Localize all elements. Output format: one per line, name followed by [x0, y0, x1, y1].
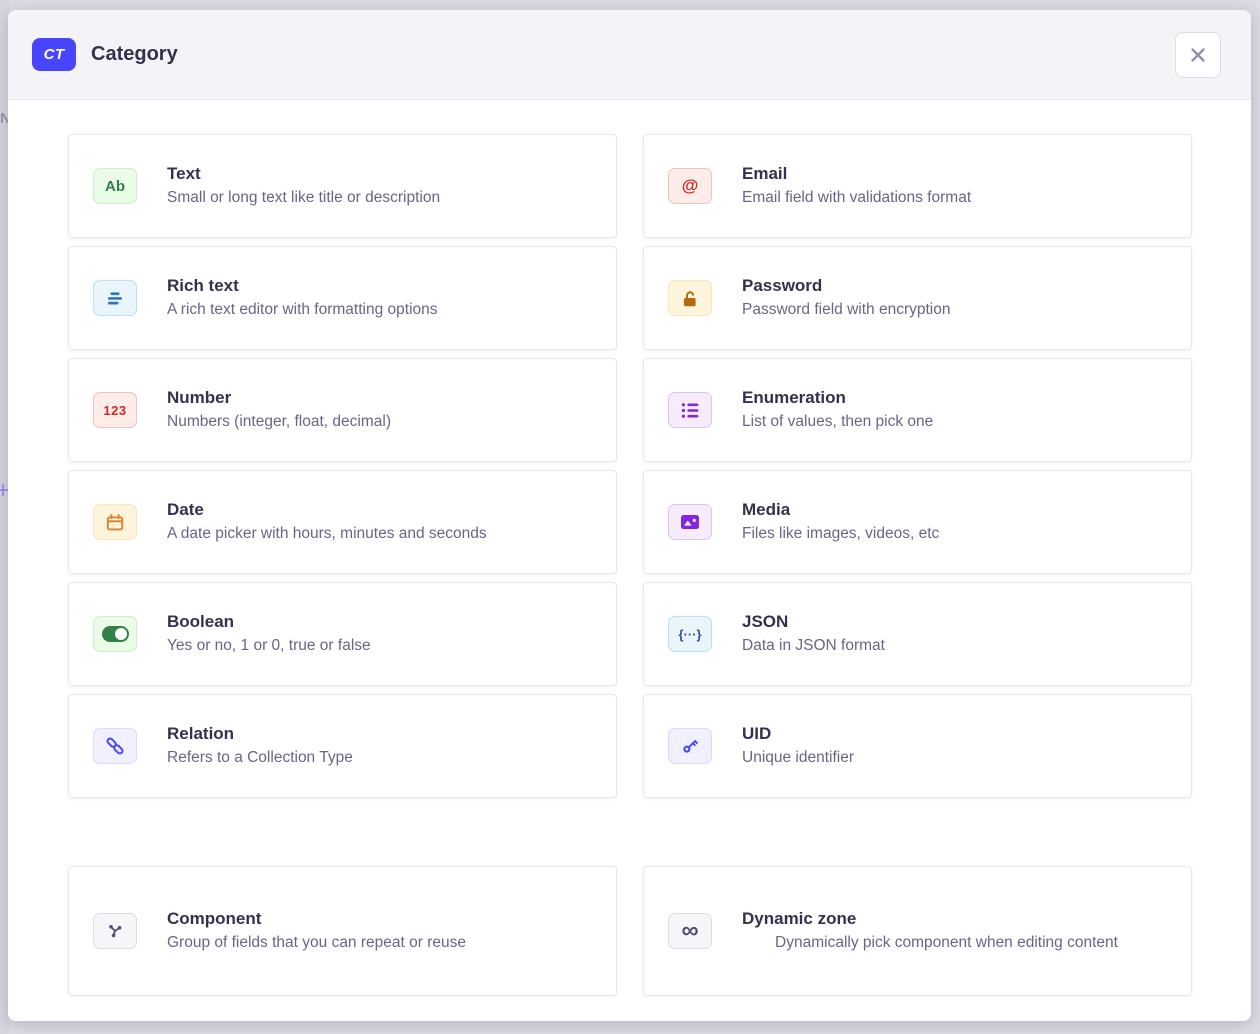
field-description: Yes or no, 1 or 0, true or false	[167, 636, 371, 654]
field-card-uid[interactable]: UID Unique identifier	[643, 694, 1192, 798]
field-title: Component	[167, 908, 262, 928]
chain-link-icon	[93, 728, 137, 764]
field-card-number[interactable]: 123 Number Numbers (integer, float, deci…	[68, 358, 617, 462]
field-card-relation[interactable]: Relation Refers to a Collection Type	[68, 694, 617, 798]
field-title: Rich text	[167, 275, 239, 295]
field-card-boolean[interactable]: Boolean Yes or no, 1 or 0, true or false	[68, 582, 617, 686]
infinity-icon: ∞	[668, 913, 712, 949]
background-page-strip: N +	[0, 0, 11, 1034]
field-description: A rich text editor with formatting optio…	[167, 300, 438, 318]
field-description: Email field with validations format	[742, 188, 972, 206]
field-description: Refers to a Collection Type	[167, 748, 353, 766]
field-title: Boolean	[167, 611, 235, 631]
123-icon: 123	[93, 392, 137, 428]
field-description: Data in JSON format	[742, 636, 885, 654]
key-icon	[668, 728, 712, 764]
field-title: Enumeration	[742, 387, 846, 407]
field-title: Email	[742, 163, 788, 183]
field-description: A date picker with hours, minutes and se…	[167, 524, 487, 542]
background-plus-fragment: +	[0, 477, 11, 504]
calendar-icon	[93, 504, 137, 540]
advanced-field-grid: Component Group of fields that you can r…	[68, 866, 1192, 996]
field-description: Dynamically pick component when editing …	[775, 933, 1118, 951]
close-icon	[1188, 45, 1208, 65]
field-description: Unique identifier	[742, 748, 855, 766]
paragraph-lines-icon	[93, 280, 137, 316]
field-description: Numbers (integer, float, decimal)	[167, 412, 391, 430]
field-card-dynamic-zone[interactable]: ∞ Dynamic zone Dynamically pick componen…	[643, 866, 1192, 996]
select-field-modal: CT Category Ab Text Small or long text l…	[8, 10, 1251, 1021]
close-button[interactable]	[1175, 31, 1221, 78]
bullet-list-icon	[668, 392, 712, 428]
field-type-grid: Ab Text Small or long text like title or…	[68, 134, 1192, 798]
field-title: Dynamic zone	[742, 908, 857, 928]
field-description: Files like images, videos, etc	[742, 524, 940, 542]
field-card-json[interactable]: {···} JSON Data in JSON format	[643, 582, 1192, 686]
field-card-media[interactable]: Media Files like images, videos, etc	[643, 470, 1192, 574]
field-card-email[interactable]: @ Email Email field with validations for…	[643, 134, 1192, 238]
field-title: Number	[167, 387, 232, 407]
field-title: Relation	[167, 723, 235, 743]
ab-text-icon: Ab	[93, 168, 137, 204]
modal-title: Category	[91, 43, 178, 65]
field-description: Small or long text like title or descrip…	[167, 188, 441, 206]
field-description: List of values, then pick one	[742, 412, 934, 430]
field-card-text[interactable]: Ab Text Small or long text like title or…	[68, 134, 617, 238]
background-text-fragment: N	[0, 110, 11, 127]
unlocked-padlock-icon	[668, 280, 712, 316]
field-card-richtext[interactable]: Rich text A rich text editor with format…	[68, 246, 617, 350]
field-card-component[interactable]: Component Group of fields that you can r…	[68, 866, 617, 996]
toggle-on-icon	[93, 616, 137, 652]
field-title: Text	[167, 163, 201, 183]
field-title: UID	[742, 723, 772, 743]
field-title: JSON	[742, 611, 789, 631]
field-title: Password	[742, 275, 823, 295]
modal-header: CT Category	[8, 10, 1251, 100]
branch-icon	[93, 913, 137, 949]
curly-braces-icon: {···}	[668, 616, 712, 652]
field-card-enumeration[interactable]: Enumeration List of values, then pick on…	[643, 358, 1192, 462]
field-title: Media	[742, 499, 791, 519]
field-card-date[interactable]: Date A date picker with hours, minutes a…	[68, 470, 617, 574]
field-card-password[interactable]: Password Password field with encryption	[643, 246, 1192, 350]
field-description: Password field with encryption	[742, 300, 951, 318]
field-description: Group of fields that you can repeat or r…	[167, 933, 466, 951]
collection-type-badge: CT	[32, 38, 76, 71]
modal-body: Ab Text Small or long text like title or…	[8, 100, 1251, 1021]
picture-icon	[668, 504, 712, 540]
field-title: Date	[167, 499, 204, 519]
at-sign-icon: @	[668, 168, 712, 204]
